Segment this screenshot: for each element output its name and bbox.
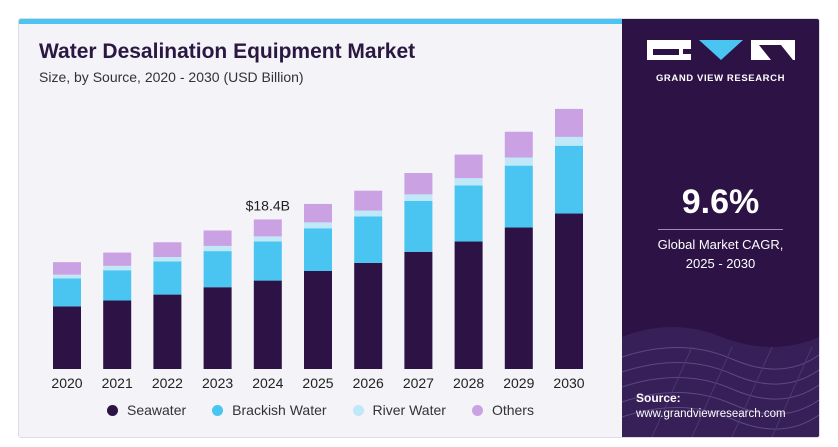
bar-seawater-2030 xyxy=(555,213,583,369)
legend-label: Seawater xyxy=(127,402,187,418)
divider xyxy=(658,229,783,230)
bar-brackish-water-2023 xyxy=(203,251,232,288)
stacked-bar-chart: 2020 2021 2022 2023 2024 $18.4B 2025 2026 2027 20… xyxy=(51,108,585,391)
x-tick-label: 2025 xyxy=(302,375,333,391)
chart-title: Water Desalination Equipment Market xyxy=(39,40,416,63)
bar-brackish-water-2025 xyxy=(304,228,332,271)
chart-panel: Water Desalination Equipment Market Size… xyxy=(19,19,622,437)
x-tick-label: 2027 xyxy=(403,375,434,391)
bar-seawater-2024 xyxy=(253,280,282,369)
bar-seawater-2022 xyxy=(153,294,182,369)
x-tick-label: 2026 xyxy=(353,375,384,391)
bar-others-2025 xyxy=(304,203,332,223)
bar-seawater-2027 xyxy=(404,251,433,369)
bar-river-water-2020 xyxy=(53,274,81,279)
x-tick-label: 2021 xyxy=(102,375,133,391)
bar-river-water-2021 xyxy=(103,265,132,271)
data-label: $18.4B xyxy=(246,197,290,213)
bar-brackish-water-2026 xyxy=(354,216,383,263)
source-label: Source: xyxy=(636,391,681,405)
bar-brackish-water-2029 xyxy=(504,165,533,228)
bar-river-water-2027 xyxy=(404,194,433,201)
bar-river-water-2026 xyxy=(354,210,383,217)
legend-item-seawater: Seawater xyxy=(107,402,186,418)
bar-seawater-2020 xyxy=(53,306,81,369)
legend-item-river-water: River Water xyxy=(352,402,446,418)
cagr-value: 9.6% xyxy=(681,183,760,221)
chart-subtitle: Size, by Source, 2020 - 2030 (USD Billio… xyxy=(39,69,304,85)
source-url: www.grandviewresearch.com xyxy=(636,408,786,420)
info-sidebar: GRAND VIEW RESEARCH 9.6% Global Market C… xyxy=(622,19,819,437)
bar-river-water-2028 xyxy=(454,178,483,186)
bar-brackish-water-2027 xyxy=(404,201,433,252)
legend-swatch xyxy=(352,404,364,416)
legend-item-brackish-water: Brackish Water xyxy=(212,402,327,418)
bar-river-water-2029 xyxy=(504,157,533,166)
bar-others-2022 xyxy=(153,242,182,257)
bar-seawater-2023 xyxy=(203,287,232,369)
x-tick-label: 2024 xyxy=(252,375,283,391)
bar-brackish-water-2024 xyxy=(253,241,282,281)
grand-view-research-logo-icon xyxy=(647,40,795,60)
bar-others-2021 xyxy=(103,252,132,266)
bar-river-water-2024 xyxy=(253,236,282,242)
bar-others-2027 xyxy=(404,173,433,195)
x-tick-label: 2023 xyxy=(202,375,233,391)
bar-river-water-2022 xyxy=(153,257,182,262)
legend-swatch xyxy=(107,404,118,416)
bar-seawater-2025 xyxy=(304,271,332,369)
cagr-label-line2: 2025 - 2030 xyxy=(685,256,756,271)
bar-seawater-2026 xyxy=(354,262,383,369)
legend-label: Others xyxy=(491,402,534,418)
bar-seawater-2029 xyxy=(504,227,533,369)
bar-others-2026 xyxy=(354,190,383,211)
legend-label: River Water xyxy=(372,402,446,418)
x-tick-label: 2030 xyxy=(553,375,584,391)
bar-seawater-2021 xyxy=(103,300,132,369)
wave-pattern-icon xyxy=(622,327,819,437)
x-tick-label: 2028 xyxy=(453,375,484,391)
x-tick-label: 2029 xyxy=(503,375,534,391)
x-tick-label: 2022 xyxy=(152,375,183,391)
bar-others-2030 xyxy=(555,108,583,137)
legend-swatch xyxy=(212,404,224,416)
bar-others-2020 xyxy=(53,262,81,275)
x-tick-label: 2020 xyxy=(51,375,82,391)
bar-others-2023 xyxy=(203,230,232,246)
bar-others-2028 xyxy=(454,154,483,179)
cagr-label-line1: Global Market CAGR, xyxy=(657,237,784,252)
legend-item-others: Others xyxy=(471,402,534,418)
brand-name: GRAND VIEW RESEARCH xyxy=(655,73,786,84)
bar-river-water-2025 xyxy=(304,222,332,229)
bar-others-2024 xyxy=(253,219,282,237)
cagr-label: Global Market CAGR, 2025 - 2030 xyxy=(622,235,819,273)
bar-river-water-2023 xyxy=(203,245,232,252)
bar-brackish-water-2028 xyxy=(454,185,483,242)
legend-swatch xyxy=(471,404,483,416)
bar-brackish-water-2022 xyxy=(153,261,182,295)
bar-seawater-2028 xyxy=(454,241,483,369)
bar-brackish-water-2030 xyxy=(555,145,583,214)
legend-label: Brackish Water xyxy=(232,402,327,418)
chart-legend: Seawater Brackish Water River Water Others xyxy=(107,402,560,418)
accent-strip xyxy=(19,19,622,24)
bar-others-2029 xyxy=(504,131,533,158)
infographic-card: Water Desalination Equipment Market Size… xyxy=(18,18,820,438)
bar-brackish-water-2021 xyxy=(103,270,132,301)
bar-river-water-2030 xyxy=(555,136,583,146)
bar-brackish-water-2020 xyxy=(53,278,81,307)
